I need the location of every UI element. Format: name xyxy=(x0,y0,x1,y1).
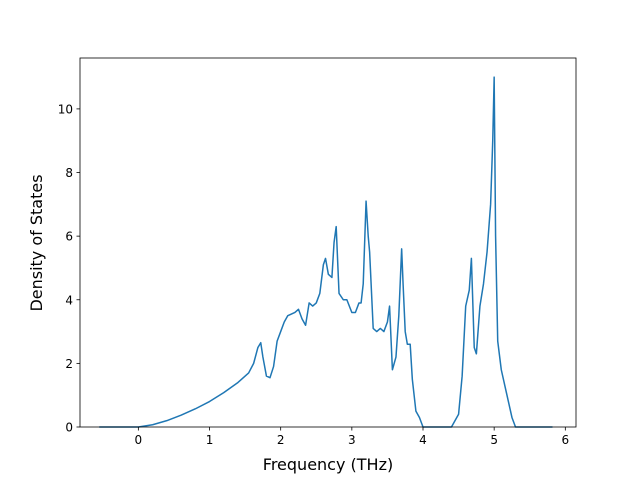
x-tick-label: 6 xyxy=(562,433,570,447)
y-tick-label: 6 xyxy=(65,230,73,244)
series-line-0 xyxy=(99,76,553,428)
plot-area xyxy=(79,57,577,428)
y-tick-label: 2 xyxy=(65,357,73,371)
y-axis-label: Density of States xyxy=(27,174,46,311)
x-tick-label: 0 xyxy=(135,433,143,447)
x-tick-label: 4 xyxy=(419,433,427,447)
x-axis-label: Frequency (THz) xyxy=(263,455,393,474)
x-tick-label: 2 xyxy=(277,433,285,447)
y-tick-label: 10 xyxy=(58,102,73,116)
x-tick-label: 1 xyxy=(206,433,214,447)
x-axis-ticks: 0 1 2 3 4 5 6 xyxy=(135,427,570,447)
y-axis-ticks: 0 2 4 6 8 10 xyxy=(58,102,80,435)
y-tick-label: 8 xyxy=(65,166,73,180)
x-tick-label: 5 xyxy=(490,433,498,447)
plot-frame xyxy=(79,57,577,428)
x-tick-label: 3 xyxy=(348,433,356,447)
y-tick-label: 4 xyxy=(65,293,73,307)
y-tick-label: 0 xyxy=(65,421,73,435)
